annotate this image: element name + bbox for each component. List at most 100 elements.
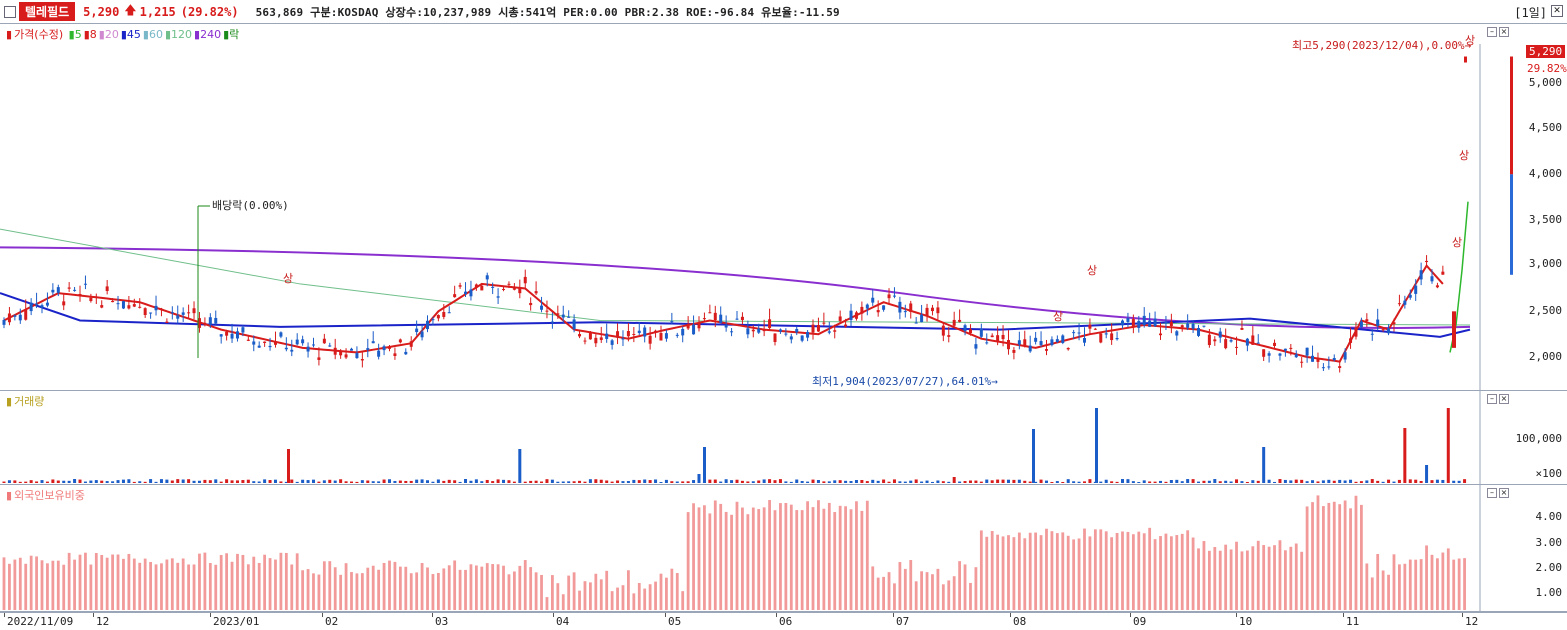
candle-body bbox=[1082, 338, 1086, 343]
candle-body bbox=[382, 346, 386, 351]
volume-bar bbox=[1191, 479, 1195, 483]
minimize-pane-button[interactable]: – bbox=[1487, 488, 1497, 498]
volume-bar bbox=[1218, 481, 1222, 483]
foreign-bar bbox=[415, 572, 419, 610]
foreign-bar bbox=[268, 558, 272, 610]
ma-legend-item: ▮45 bbox=[120, 28, 141, 41]
foreign-bar bbox=[360, 573, 364, 610]
candle-body bbox=[1066, 347, 1070, 350]
foreign-bar bbox=[306, 569, 310, 610]
volume-bar bbox=[317, 481, 321, 483]
close-pane-button[interactable]: × bbox=[1499, 27, 1509, 37]
candle-body bbox=[572, 319, 576, 330]
candle-body bbox=[1072, 332, 1076, 334]
volume-bar bbox=[1463, 479, 1467, 483]
foreign-bar bbox=[789, 504, 793, 610]
volume-bar bbox=[73, 479, 77, 483]
foreign-bar bbox=[24, 563, 28, 610]
candle-body bbox=[159, 308, 163, 310]
volume-bar bbox=[1082, 481, 1086, 483]
foreign-bar bbox=[893, 583, 896, 610]
minimize-pane-button[interactable]: – bbox=[1487, 27, 1497, 37]
candle-body bbox=[632, 333, 636, 335]
foreign-bar bbox=[898, 562, 902, 610]
volume-bar bbox=[979, 481, 983, 483]
date-tick-mark bbox=[322, 613, 323, 617]
candle-body bbox=[235, 331, 239, 339]
foreign-bar bbox=[1452, 559, 1456, 610]
foreign-bar bbox=[1392, 554, 1396, 610]
foreign-bar bbox=[464, 569, 467, 610]
candle-body bbox=[914, 322, 918, 324]
candle-body bbox=[453, 294, 457, 298]
stock-name[interactable]: 텔레필드 bbox=[19, 2, 76, 21]
date-label: 12 bbox=[96, 615, 110, 628]
volume-bar bbox=[914, 479, 918, 483]
volume-bar bbox=[349, 481, 353, 483]
ma-legend-item: ▮60 bbox=[142, 28, 163, 41]
volume-bar bbox=[572, 481, 576, 483]
close-pane-button[interactable]: × bbox=[1499, 488, 1509, 498]
candle-body bbox=[480, 285, 484, 291]
candle-body bbox=[143, 308, 147, 316]
foreign-bar bbox=[1311, 502, 1314, 610]
period-selector[interactable]: [1일] bbox=[1514, 6, 1547, 20]
stock-stats: 563,869 구분:KOSDAQ 상장수:10,237,989 시총:541억… bbox=[255, 5, 840, 19]
volume-bar bbox=[1164, 481, 1168, 483]
volume-bar bbox=[1425, 465, 1429, 483]
volume-bar bbox=[1278, 479, 1282, 483]
volume-pane[interactable]: ▮ 거래량 – × 100,000 ×100 bbox=[0, 391, 1567, 485]
volume-bar bbox=[529, 480, 533, 483]
price-chart[interactable] bbox=[0, 24, 1567, 391]
foreign-chart[interactable] bbox=[0, 485, 1567, 612]
foreign-bar bbox=[1387, 574, 1390, 610]
foreign-bar bbox=[1153, 539, 1157, 610]
price-tick: 5,000 bbox=[1528, 76, 1562, 89]
volume-bar bbox=[1408, 479, 1412, 483]
volume-bar bbox=[811, 479, 815, 483]
foreign-bar bbox=[1213, 547, 1217, 610]
volume-bar bbox=[1354, 481, 1358, 483]
volume-legend: ▮ 거래량 bbox=[6, 395, 45, 408]
volume-chart[interactable] bbox=[0, 391, 1567, 485]
volume-bar bbox=[426, 480, 430, 483]
candle-body bbox=[398, 339, 402, 343]
volume-bar bbox=[708, 479, 712, 483]
candle-body bbox=[1464, 56, 1467, 63]
foreign-bar bbox=[138, 562, 142, 610]
candle-body bbox=[941, 325, 945, 336]
volume-bar bbox=[442, 480, 446, 483]
foreign-bar bbox=[295, 553, 299, 610]
candle-body bbox=[1044, 349, 1048, 351]
candle-body bbox=[1159, 333, 1163, 336]
candle-body bbox=[420, 331, 424, 338]
select-checkbox[interactable] bbox=[4, 5, 16, 18]
candle-body bbox=[1017, 340, 1021, 345]
volume-bar bbox=[1446, 408, 1450, 483]
candle-body bbox=[968, 329, 972, 334]
volume-bar bbox=[447, 479, 451, 483]
foreign-bar bbox=[1012, 537, 1016, 610]
foreign-ownership-pane[interactable]: ▮ 외국인보유비중 – × 4.00 3.00 2.00 1.00 bbox=[0, 485, 1567, 612]
price-chart-pane[interactable]: ▮ 가격(수정) ▮5 ▮8 ▮20 ▮45 ▮60 ▮120 ▮240 ▮락 – × 5,00… bbox=[0, 24, 1567, 391]
candle-body bbox=[702, 318, 706, 320]
close-pane-button[interactable]: × bbox=[1499, 394, 1509, 404]
volume-bar bbox=[838, 480, 842, 483]
candle-body bbox=[909, 303, 913, 312]
foreign-bar bbox=[567, 575, 571, 610]
candle-body bbox=[1359, 321, 1363, 328]
foreign-bar bbox=[627, 570, 630, 610]
volume-bar bbox=[29, 480, 33, 483]
foreign-bar bbox=[534, 572, 538, 610]
close-button[interactable]: ✕ bbox=[1551, 5, 1563, 17]
foreign-bar bbox=[1055, 533, 1059, 610]
candle-body bbox=[1294, 354, 1298, 358]
candle-body bbox=[73, 289, 77, 291]
candle-body bbox=[360, 359, 364, 361]
volume-bar bbox=[1066, 479, 1070, 483]
foreign-bar bbox=[746, 514, 750, 610]
minimize-pane-button[interactable]: – bbox=[1487, 394, 1497, 404]
volume-bar bbox=[333, 480, 337, 483]
candle-body bbox=[1256, 342, 1260, 344]
candle-body bbox=[816, 325, 820, 332]
